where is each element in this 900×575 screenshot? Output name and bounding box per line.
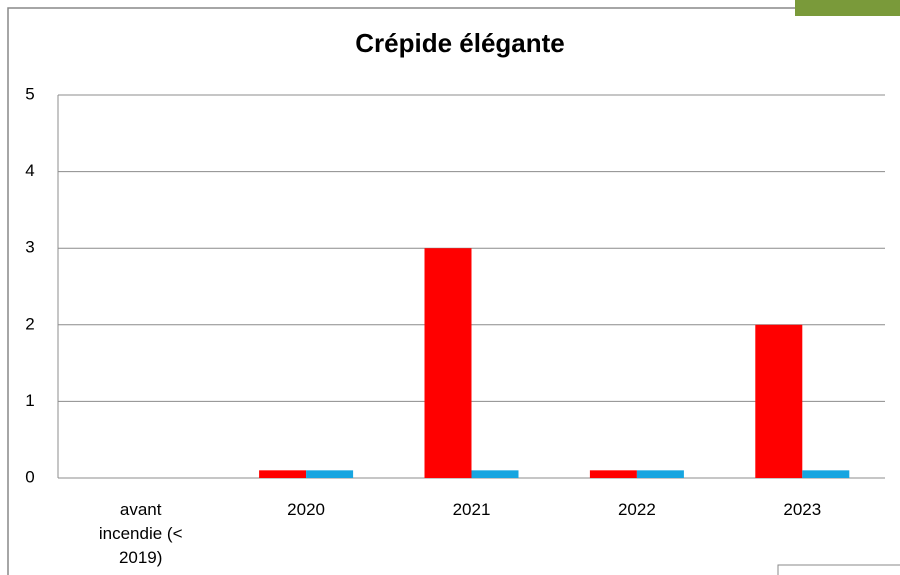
bar <box>636 470 684 478</box>
corner-image <box>795 0 900 16</box>
bar <box>589 470 637 478</box>
bar <box>259 470 307 478</box>
x-tick-label: avant incendie (< 2019) <box>98 500 183 567</box>
y-tick-label: 5 <box>25 84 34 103</box>
y-tick-label: 2 <box>25 314 34 333</box>
x-tick-label: 2023 <box>783 500 822 519</box>
bar <box>424 248 472 478</box>
chart-title: Crépide élégante <box>355 28 565 58</box>
y-tick-label: 1 <box>25 391 34 410</box>
bar <box>306 470 354 478</box>
chart-frame <box>7 7 795 575</box>
x-tick-label: 2021 <box>452 500 491 519</box>
box-frame <box>777 564 900 575</box>
bar <box>755 324 803 478</box>
bar <box>802 470 850 478</box>
y-tick-label: 3 <box>25 238 34 257</box>
x-tick-label: 2020 <box>287 500 325 519</box>
x-tick-label: 2022 <box>617 500 656 519</box>
bar <box>471 470 519 478</box>
y-tick-label: 4 <box>25 161 34 180</box>
y-tick-label: 0 <box>25 467 34 486</box>
